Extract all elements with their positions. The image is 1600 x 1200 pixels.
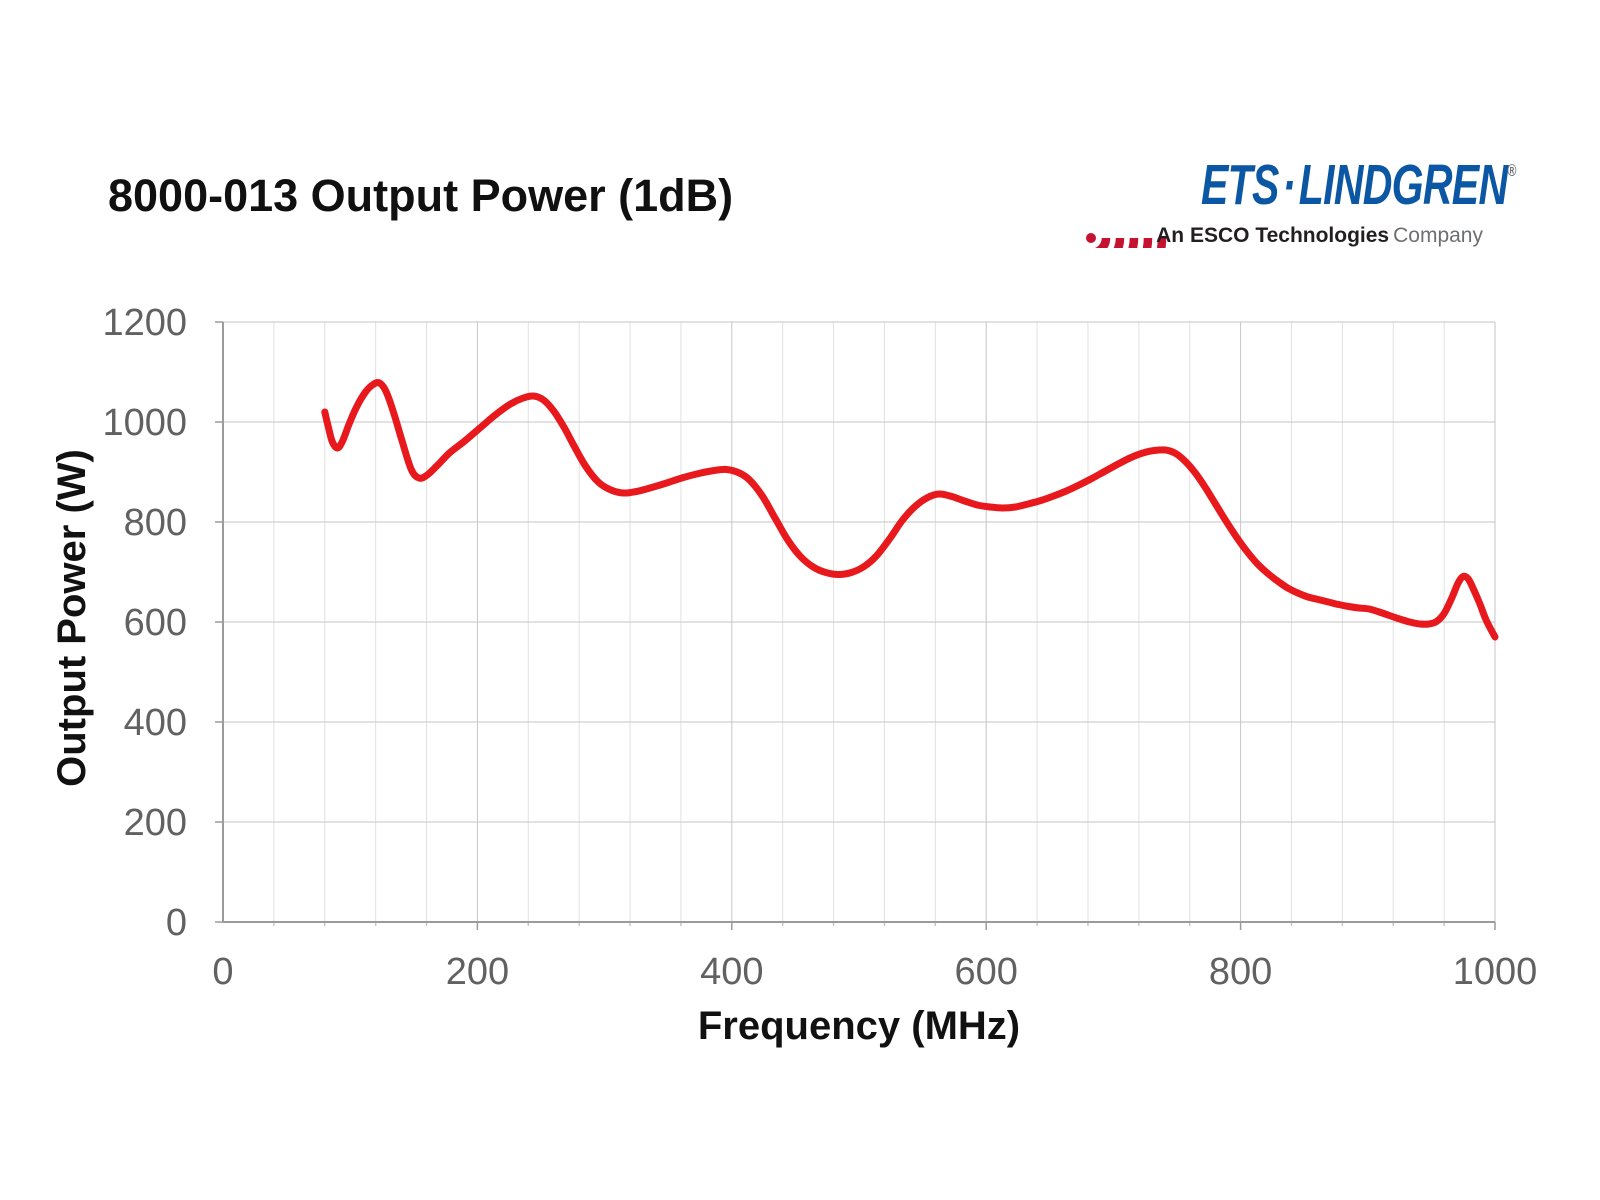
svg-text:200: 200 — [446, 951, 509, 993]
chart-title: 8000-013 Output Power (1dB) — [108, 170, 734, 221]
axis-lines — [222, 322, 1495, 923]
svg-text:1200: 1200 — [102, 302, 187, 344]
ets-lindgren-logo: ETS·LINDGREN® An ESCO Technologies Compan… — [1075, 153, 1516, 258]
registered-trademark: ® — [1507, 161, 1517, 180]
svg-text:800: 800 — [1209, 951, 1272, 993]
axis-ticks — [215, 321, 1496, 930]
tagline-bold-text: An ESCO Technologies — [1156, 224, 1390, 247]
svg-text:1000: 1000 — [102, 402, 187, 444]
svg-text:600: 600 — [954, 951, 1017, 993]
logo-separator-dot: · — [1282, 153, 1296, 217]
svg-text:400: 400 — [124, 702, 187, 744]
y-axis-title: Output Power (W) — [50, 449, 94, 787]
x-tick-labels: 0 200 400 600 800 1000 — [212, 951, 1537, 993]
logo-tagline: An ESCO Technologies Company — [1156, 224, 1483, 248]
power-curve — [321, 379, 1499, 641]
major-gridlines — [223, 321, 1496, 922]
y-tick-labels: 0 200 400 600 800 1000 1200 — [102, 302, 187, 944]
svg-text:0: 0 — [212, 951, 233, 993]
svg-text:400: 400 — [700, 951, 763, 993]
x-axis-title: Frequency (MHz) — [697, 1004, 1021, 1048]
svg-text:600: 600 — [124, 602, 187, 644]
logo-ets-text: ETS — [1201, 153, 1279, 217]
svg-text:0: 0 — [166, 902, 187, 944]
svg-text:800: 800 — [124, 502, 187, 544]
svg-text:1000: 1000 — [1453, 951, 1538, 993]
radio-waves-icon — [1086, 233, 1167, 248]
logo-lindgren-text: LINDGREN — [1298, 153, 1508, 217]
svg-text:200: 200 — [124, 802, 187, 844]
logo-wordmark: ETS·LINDGREN® — [1201, 152, 1516, 218]
tagline-regular-text: Company — [1393, 224, 1483, 247]
